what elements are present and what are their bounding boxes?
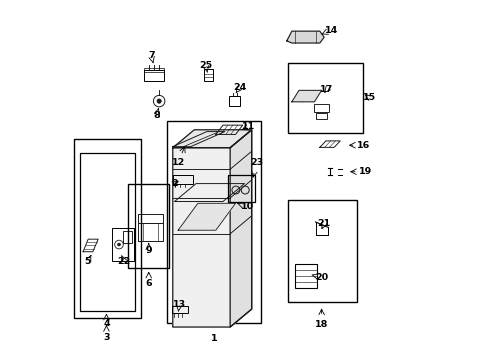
Text: 25: 25	[199, 62, 212, 71]
Text: 8: 8	[153, 111, 160, 120]
Text: 17: 17	[320, 85, 333, 94]
Bar	[171, 306, 187, 314]
Circle shape	[117, 243, 120, 246]
Text: 22: 22	[118, 257, 131, 266]
Text: 5: 5	[84, 257, 91, 266]
Polygon shape	[178, 203, 235, 230]
Bar	[172, 175, 192, 184]
Bar	[122, 231, 131, 243]
Polygon shape	[286, 31, 324, 43]
Text: 24: 24	[233, 83, 246, 92]
Polygon shape	[291, 90, 321, 102]
Text: 12: 12	[171, 158, 184, 167]
Text: 1: 1	[210, 334, 217, 343]
Bar	[295, 264, 316, 288]
Bar	[128, 184, 169, 268]
Text: 11: 11	[242, 122, 255, 131]
Text: 13: 13	[172, 300, 185, 309]
Text: 15: 15	[362, 93, 375, 102]
Text: 21: 21	[317, 219, 330, 228]
Text: 7: 7	[148, 51, 154, 60]
Polygon shape	[172, 130, 251, 148]
Text: 6: 6	[145, 279, 152, 288]
Text: 19: 19	[358, 167, 371, 176]
Text: 4: 4	[103, 319, 109, 328]
Text: 14: 14	[324, 26, 337, 35]
Bar	[143, 70, 163, 81]
Text: 20: 20	[314, 273, 327, 282]
Text: 10: 10	[240, 202, 253, 211]
Bar	[80, 153, 135, 311]
Text: 9: 9	[145, 246, 152, 255]
Bar	[74, 139, 140, 318]
Bar	[287, 63, 362, 134]
Text: 18: 18	[314, 320, 327, 329]
Text: 16: 16	[356, 141, 369, 150]
Bar	[229, 96, 240, 107]
Circle shape	[157, 99, 161, 103]
Bar	[143, 68, 163, 72]
Polygon shape	[230, 130, 251, 327]
Bar	[228, 175, 255, 202]
Polygon shape	[172, 130, 251, 327]
Text: 2: 2	[171, 179, 178, 188]
Bar	[167, 121, 260, 323]
Bar	[316, 113, 326, 119]
Bar	[287, 200, 357, 302]
Text: 23: 23	[249, 158, 263, 167]
Bar	[112, 228, 134, 261]
Bar	[204, 69, 213, 81]
Bar	[314, 104, 328, 112]
Text: 3: 3	[103, 333, 109, 342]
